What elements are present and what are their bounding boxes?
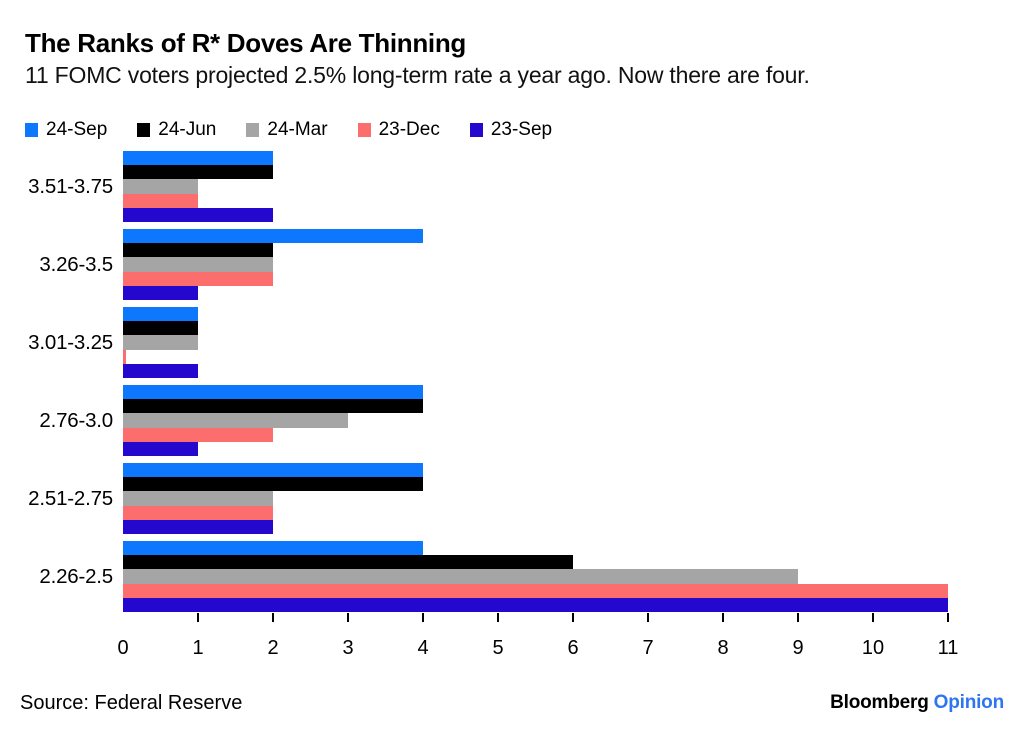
bar [123,519,273,534]
x-axis-tick [197,613,199,622]
x-axis-tick-label: 5 [492,637,504,659]
legend-swatch [357,123,371,137]
bar [123,583,948,598]
bar [123,257,273,272]
legend-label: 23-Sep [490,119,553,140]
x-axis-tick-label: 8 [717,637,729,659]
x-axis-tick-label: 4 [417,637,429,659]
legend-swatch [469,123,483,137]
bar [123,349,126,364]
bar [123,165,273,180]
x-axis-tick [947,613,949,622]
x-axis-tick [422,613,424,622]
category-label: 2.76-3.0 [39,408,113,432]
x-axis-tick-label: 0 [117,637,129,659]
bar [123,307,198,322]
chart-legend: 24-Sep 24-Jun 24-Mar 23-Dec 23-Sep [25,119,552,141]
bloomberg-opinion-logo: Bloomberg Opinion [830,692,1004,714]
x-axis-tick-label: 7 [642,637,654,659]
x-axis-tick [647,613,649,622]
bar [123,491,273,506]
bar [123,243,273,258]
x-axis-tick-label: 2 [267,637,279,659]
bar [123,285,198,300]
x-axis-tick-label: 1 [192,637,204,659]
bar [123,597,948,612]
bar [123,569,798,584]
bar [123,363,198,378]
legend-swatch [246,123,260,137]
x-axis-tick [347,613,349,622]
category-label: 3.26-3.5 [39,252,113,276]
legend-label: 24-Sep [46,119,108,140]
legend-label: 24-Jun [158,119,217,140]
x-axis-tick-label: 9 [792,637,804,659]
legend-item-24-jun: 24-Jun [137,119,216,141]
category-label: 2.26-2.5 [39,564,113,588]
category-label: 2.51-2.75 [28,486,113,510]
bar [123,321,198,336]
legend-item-23-dec: 23-Dec [357,119,440,141]
x-axis-tick [797,613,799,622]
legend-label: 23-Dec [378,119,440,140]
x-axis-tick [872,613,874,622]
bar [123,179,198,194]
bar [123,193,198,208]
page-title: The Ranks of R* Doves Are Thinning [25,28,467,58]
bar [123,505,273,520]
bar [123,335,198,350]
category-label: 3.01-3.25 [28,330,113,354]
bar [123,385,423,400]
bar [123,229,423,244]
x-axis-tick-label: 10 [861,637,885,659]
bar [123,413,348,428]
brand-name: Bloomberg [830,692,929,713]
x-axis-tick-label: 6 [567,637,579,659]
bar [123,541,423,556]
page-subtitle: 11 FOMC voters projected 2.5% long-term … [25,62,810,88]
x-axis-tick-label: 3 [342,637,354,659]
bar [123,555,573,570]
brand-suffix: Opinion [933,692,1005,713]
bar [123,463,423,478]
bar [123,207,273,222]
x-axis-tick-label: 11 [937,637,959,659]
x-axis-tick [497,613,499,622]
bar [123,399,423,414]
bar [123,427,273,442]
legend-item-23-sep: 23-Sep [469,119,553,141]
bar [123,477,423,492]
bar [123,441,198,456]
bar [123,151,273,166]
bar [123,271,273,286]
legend-item-24-mar: 24-Mar [246,119,328,141]
source-note: Source: Federal Reserve [20,692,243,714]
legend-swatch [137,123,151,137]
legend-label: 24-Mar [267,119,328,140]
legend-item-24-sep: 24-Sep [25,119,107,141]
legend-swatch [25,123,38,137]
x-axis-tick [572,613,574,622]
x-axis-tick [722,613,724,622]
category-label: 3.51-3.75 [28,174,113,198]
x-axis-tick [272,613,274,622]
